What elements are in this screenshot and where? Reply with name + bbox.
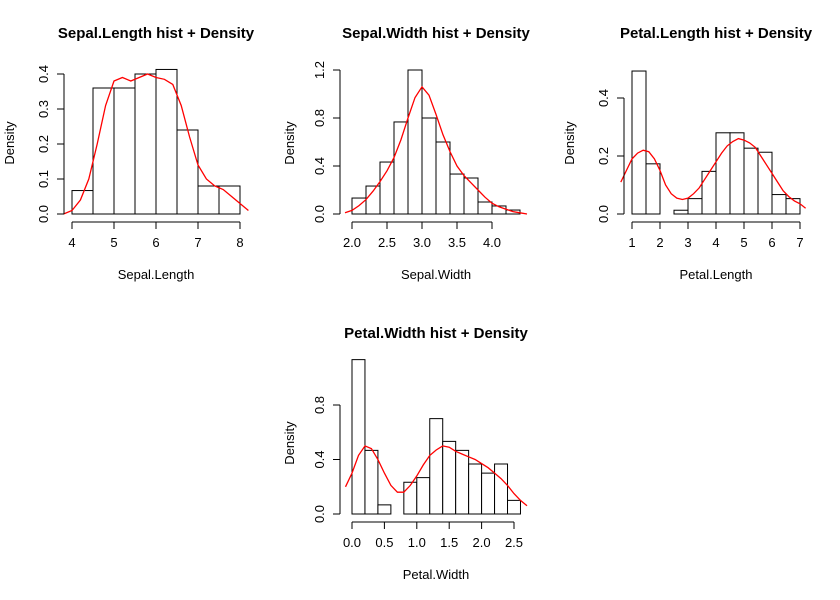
y-axis-label: Density xyxy=(282,121,297,165)
histogram-bar xyxy=(113,87,136,215)
x-tick-label: 5 xyxy=(110,235,117,250)
histogram-bar xyxy=(477,201,493,215)
x-tick-label: 6 xyxy=(768,235,775,250)
y-tick-label: 0.4 xyxy=(312,157,327,175)
y-tick-label: 1.2 xyxy=(312,61,327,79)
x-axis-label: Petal.Width xyxy=(403,567,469,582)
x-tick-label: 2.5 xyxy=(378,235,396,250)
x-tick-label: 6 xyxy=(152,235,159,250)
y-axis-label: Density xyxy=(562,121,577,165)
histogram-bar xyxy=(155,68,178,215)
histogram-panel: 2.0 2.5 3.0 3.5 4.0 0.0 0.4 0.8 1.2 Sepal.Width h… xyxy=(282,25,531,282)
histogram-bar xyxy=(481,472,496,515)
chart-title: Sepal.Length hist + Density xyxy=(58,25,255,42)
y-tick-label: 0.0 xyxy=(596,205,611,223)
x-tick-label: 4 xyxy=(712,235,719,250)
y-tick-label: 0.0 xyxy=(36,205,51,223)
histogram-bar xyxy=(468,463,483,515)
density-curve xyxy=(63,73,249,215)
histogram-panel: 1 2 3 4 5 6 7 0.0 0.2 0.4 Petal.Length hist + Dens… xyxy=(562,25,813,282)
histogram-bar xyxy=(701,170,717,215)
y-tick-label: 0.3 xyxy=(36,100,51,118)
density-curve xyxy=(344,445,528,507)
chart-title: Petal.Width hist + Density xyxy=(344,325,528,342)
y-tick-label: 0.4 xyxy=(312,450,327,468)
x-tick-label: 2 xyxy=(656,235,663,250)
histogram-bar xyxy=(494,463,509,515)
y-tick-label: 0.4 xyxy=(36,65,51,83)
x-tick-label: 3 xyxy=(684,235,691,250)
y-tick-label: 0.0 xyxy=(312,505,327,523)
histogram-bar xyxy=(771,194,787,215)
x-tick-label: 1.5 xyxy=(440,535,458,550)
x-tick-label: 8 xyxy=(236,235,243,250)
histogram-bar xyxy=(507,499,521,515)
x-tick-label: 0.5 xyxy=(375,535,393,550)
histogram-bar xyxy=(449,173,465,215)
histogram-bar xyxy=(429,418,444,515)
histogram-bar xyxy=(743,147,759,215)
histogram-bar xyxy=(442,440,457,515)
histogram-bar xyxy=(218,185,241,215)
x-tick-label: 3.0 xyxy=(413,235,431,250)
x-tick-label: 4 xyxy=(68,235,75,250)
chart-title: Sepal.Width hist + Density xyxy=(342,25,530,42)
x-tick-label: 3.5 xyxy=(448,235,466,250)
y-tick-label: 0.4 xyxy=(596,89,611,107)
y-axis-label: Density xyxy=(2,121,17,165)
x-tick-label: 1 xyxy=(628,235,635,250)
histogram-bar xyxy=(416,477,431,515)
x-tick-label: 2.0 xyxy=(473,535,491,550)
y-axis-label: Density xyxy=(282,421,297,465)
histogram-bar xyxy=(176,129,199,215)
density-curve xyxy=(344,85,528,215)
x-tick-label: 5 xyxy=(740,235,747,250)
histogram-bar xyxy=(393,121,409,215)
histogram-bar xyxy=(407,69,423,215)
histogram-bar xyxy=(364,449,379,515)
y-tick-label: 0.2 xyxy=(36,135,51,153)
histogram-panel: 4 5 6 7 8 0.0 0.1 0.2 0.3 0.4 Sepal.Length hist + … xyxy=(2,25,255,282)
x-tick-label: 1.0 xyxy=(408,535,426,550)
x-tick-label: 2.5 xyxy=(505,535,523,550)
x-tick-label: 7 xyxy=(194,235,201,250)
x-tick-label: 0.0 xyxy=(343,535,361,550)
histogram-bar xyxy=(351,359,366,515)
x-tick-label: 4.0 xyxy=(483,235,501,250)
density-curve xyxy=(620,137,807,209)
chart-title: Petal.Length hist + Density xyxy=(620,25,813,42)
y-tick-label: 0.0 xyxy=(312,205,327,223)
y-tick-label: 0.8 xyxy=(312,109,327,127)
histogram-bar xyxy=(687,198,703,215)
histogram-bar xyxy=(645,163,661,215)
y-tick-label: 0.1 xyxy=(36,170,51,188)
x-tick-label: 2.0 xyxy=(343,235,361,250)
y-tick-label: 0.8 xyxy=(312,396,327,414)
histogram-bar xyxy=(729,132,745,215)
histogram-bar xyxy=(435,141,451,215)
x-axis-label: Petal.Length xyxy=(679,267,752,282)
histogram-bar xyxy=(785,198,801,215)
histogram-bar xyxy=(403,481,418,515)
histogram-bar xyxy=(197,185,220,215)
histogram-bar xyxy=(673,209,689,215)
x-axis-label: Sepal.Length xyxy=(118,267,195,282)
y-tick-label: 0.2 xyxy=(596,147,611,165)
x-tick-label: 7 xyxy=(796,235,803,250)
histogram-bar xyxy=(455,449,470,515)
histogram-bar xyxy=(421,117,437,215)
histogram-panel: 0.0 0.5 1.0 1.5 2.0 2.5 0.0 0.4 0.8 Petal.Width h… xyxy=(282,325,528,582)
x-axis-label: Sepal.Width xyxy=(401,267,471,282)
histogram-bar xyxy=(377,504,392,515)
histogram-bar xyxy=(631,70,647,215)
histogram-bar xyxy=(134,73,157,215)
